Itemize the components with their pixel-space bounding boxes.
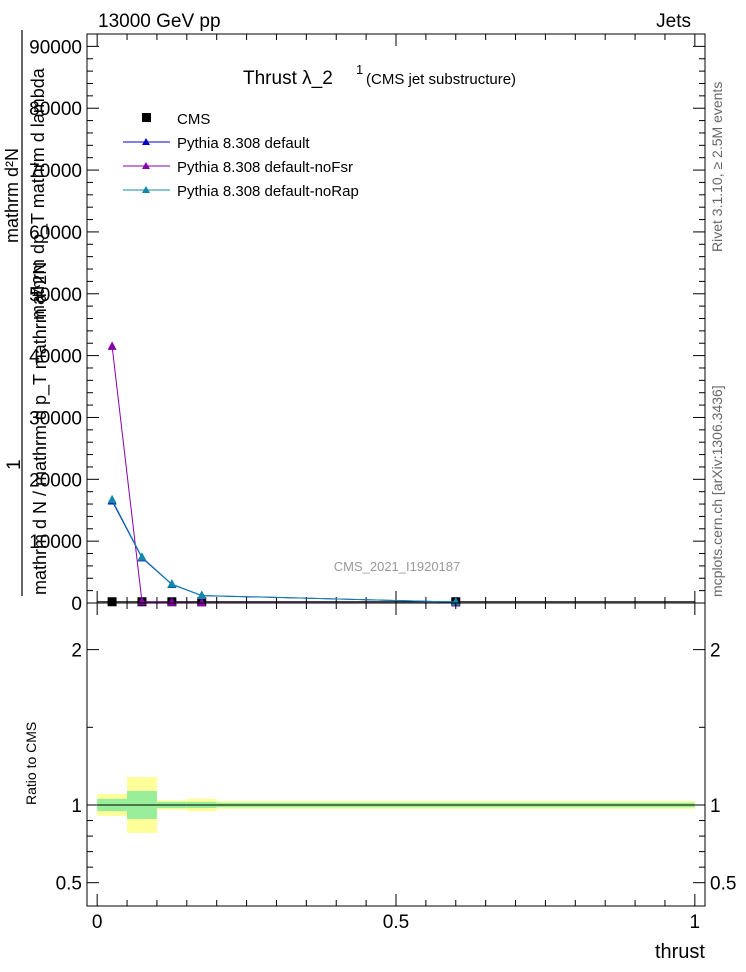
analysis-watermark: CMS_2021_I1920187: [334, 559, 461, 574]
lower-ytick-label-right: 0.5: [710, 874, 736, 895]
lower-ytick-label: 1: [71, 796, 82, 817]
series-point-2: [107, 341, 117, 350]
lower-ytick-label-right: 2: [710, 641, 721, 662]
legend-default-label: Pythia 8.308 default: [177, 135, 310, 152]
chart-title: Thrust λ_2 1 (CMS jet substructure): [243, 62, 516, 89]
lower-ytick-label: 2: [71, 641, 82, 662]
cms-point: [107, 597, 117, 607]
upper-ytick-label: 0: [71, 594, 82, 615]
mcplots-label: mcplots.cern.ch [arXiv:1306.3436]: [709, 385, 725, 597]
series-point-3: [137, 552, 147, 561]
x-tick-label: 0.5: [383, 912, 409, 933]
series-point-3: [167, 579, 177, 588]
legend-default-marker: [142, 138, 150, 145]
upper-axis-ticks: 0 10000 20000 30000 40000 50000 60000 70000 8000…: [29, 33, 705, 615]
lower-ytick-label-right: 1: [710, 796, 721, 817]
upper-ytick-label: 20000: [29, 470, 82, 491]
header-right: Jets: [656, 11, 691, 32]
lower-ytick-label: 0.5: [56, 874, 82, 895]
title-main: Thrust λ_2: [243, 68, 333, 89]
x-axis-label: thrust: [655, 941, 705, 963]
series-line-1: [111, 500, 456, 603]
ylabel-line2: mathrm dp_T mathrm d lambda: [28, 67, 49, 320]
lower-axis-ticks: 0.5 0.5 1 1 2 2 0 0.5 1: [56, 603, 736, 933]
x-tick-label: 1: [690, 912, 701, 933]
ylabel-line1: mathrm d²N: [2, 148, 22, 243]
lower-panel-frame: [86, 602, 706, 907]
upper-ytick-label: 30000: [29, 408, 82, 429]
ratio-bands: [97, 777, 695, 833]
legend-cms-marker: [142, 113, 151, 122]
x-tick-label: 0: [92, 912, 103, 933]
upper-ytick-label: 40000: [29, 347, 82, 368]
series-point-3: [197, 590, 207, 599]
legend-cms-label: CMS: [177, 111, 210, 128]
legend: CMS Pythia 8.308 default Pythia 8.308 de…: [123, 111, 359, 200]
ylabel-denominator: mathrm d N / mathrm d p_T mathrm d^2N: [30, 262, 51, 595]
upper-ytick-label: 90000: [29, 37, 82, 58]
series-point-2: [167, 597, 177, 606]
legend-norap-marker: [142, 186, 150, 193]
ylabel-numerator: 1: [4, 459, 25, 470]
ratio-ylabel: Ratio to CMS: [23, 722, 39, 805]
upper-ytick-label: 50000: [29, 285, 82, 306]
upper-y-axis-label: 1 mathrm d N / mathrm d p_T mathrm d^2N …: [2, 30, 51, 596]
upper-ytick-label: 60000: [29, 223, 82, 244]
series-point-2: [197, 597, 207, 607]
rivet-label: Rivet 3.1.10, ≥ 2.5M events: [709, 82, 725, 252]
title-note: (CMS jet substructure): [366, 71, 516, 88]
upper-ytick-label: 10000: [29, 532, 82, 553]
legend-norap-label: Pythia 8.308 default-noRap: [177, 183, 359, 200]
title-sup: 1: [356, 62, 363, 77]
upper-ytick-label: 70000: [29, 161, 82, 182]
legend-nofsr-marker: [142, 162, 150, 169]
series-line-3: [111, 499, 456, 603]
header-left: 13000 GeV pp: [98, 11, 221, 32]
series-point-3: [107, 494, 117, 504]
legend-nofsr-label: Pythia 8.308 default-noFsr: [177, 159, 353, 176]
upper-ytick-label: 80000: [29, 99, 82, 120]
